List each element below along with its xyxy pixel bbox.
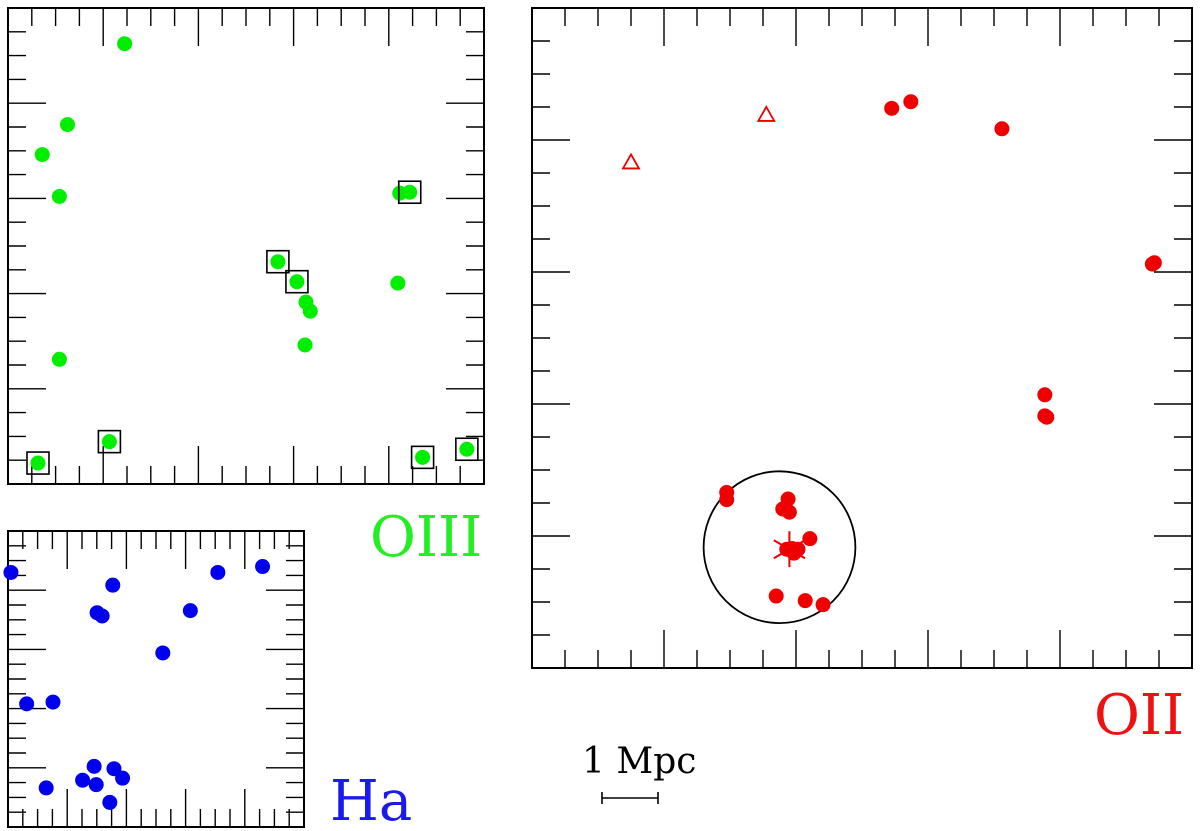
ha-point (3, 564, 19, 580)
oii-star-marker (773, 531, 806, 568)
ha-label: Ha (330, 769, 412, 831)
oii-label: OII (1094, 683, 1184, 748)
oiii-point (101, 434, 117, 450)
ha-point (19, 696, 35, 712)
oiii-point-box (410, 445, 435, 470)
oiii-point (34, 147, 50, 163)
oii-triangle-marker (756, 105, 776, 122)
scale-bar: 1 Mpc (582, 741, 696, 804)
scale-bar-label: 1 Mpc (582, 741, 696, 782)
oii-point (884, 100, 900, 116)
oiii-panel (7, 7, 485, 485)
oii-point (815, 597, 831, 613)
ha-point (94, 608, 110, 624)
oii-point (719, 492, 735, 508)
ha-point (75, 772, 91, 788)
oii-point (1039, 409, 1055, 425)
oii-triangle-marker (621, 152, 641, 170)
oiii-point (60, 117, 75, 133)
oii-point (797, 593, 813, 609)
oiii-point-box (266, 249, 290, 274)
oii-panel (531, 7, 1193, 669)
oiii-point (270, 254, 286, 270)
oii-point (781, 504, 797, 520)
oiii-point (402, 184, 418, 200)
oiii-point (459, 441, 475, 457)
ha-point (88, 777, 104, 793)
oiii-frame (7, 7, 485, 485)
oii-point (994, 121, 1010, 137)
oiii-point (117, 36, 133, 52)
ha-panel (3, 530, 305, 828)
ha-point (45, 694, 61, 710)
oiii-point-box (285, 269, 309, 294)
ha-point (210, 564, 226, 580)
oii-point (903, 94, 919, 110)
oii-point (1037, 387, 1053, 403)
ha-point (255, 559, 271, 575)
oii-frame (531, 7, 1193, 669)
oiii-point-box (455, 437, 479, 462)
ha-point (38, 780, 54, 796)
oii-point (768, 588, 784, 604)
oii-point (1146, 255, 1162, 271)
oii-region-circle (702, 470, 857, 625)
oiii-point (30, 455, 46, 471)
ha-point (115, 770, 131, 786)
ha-point (182, 603, 198, 619)
oiii-label: OIII (370, 505, 482, 570)
oiii-point (289, 274, 305, 290)
ha-point (105, 577, 121, 593)
oii-point (802, 531, 818, 547)
ha-point (102, 794, 118, 810)
oiii-point (390, 275, 406, 291)
oiii-point (51, 351, 67, 367)
ha-point (155, 645, 171, 661)
oiii-point (302, 303, 318, 319)
oii-star-arm (773, 539, 806, 560)
oiii-point (297, 337, 313, 353)
ha-point (86, 758, 102, 774)
oiii-point-box (26, 451, 50, 475)
oiii-point-box (97, 429, 122, 454)
oiii-point-box (397, 180, 422, 205)
oii-point (780, 491, 796, 507)
ha-frame (7, 530, 305, 828)
oiii-point (415, 449, 431, 465)
oiii-point (51, 188, 67, 204)
